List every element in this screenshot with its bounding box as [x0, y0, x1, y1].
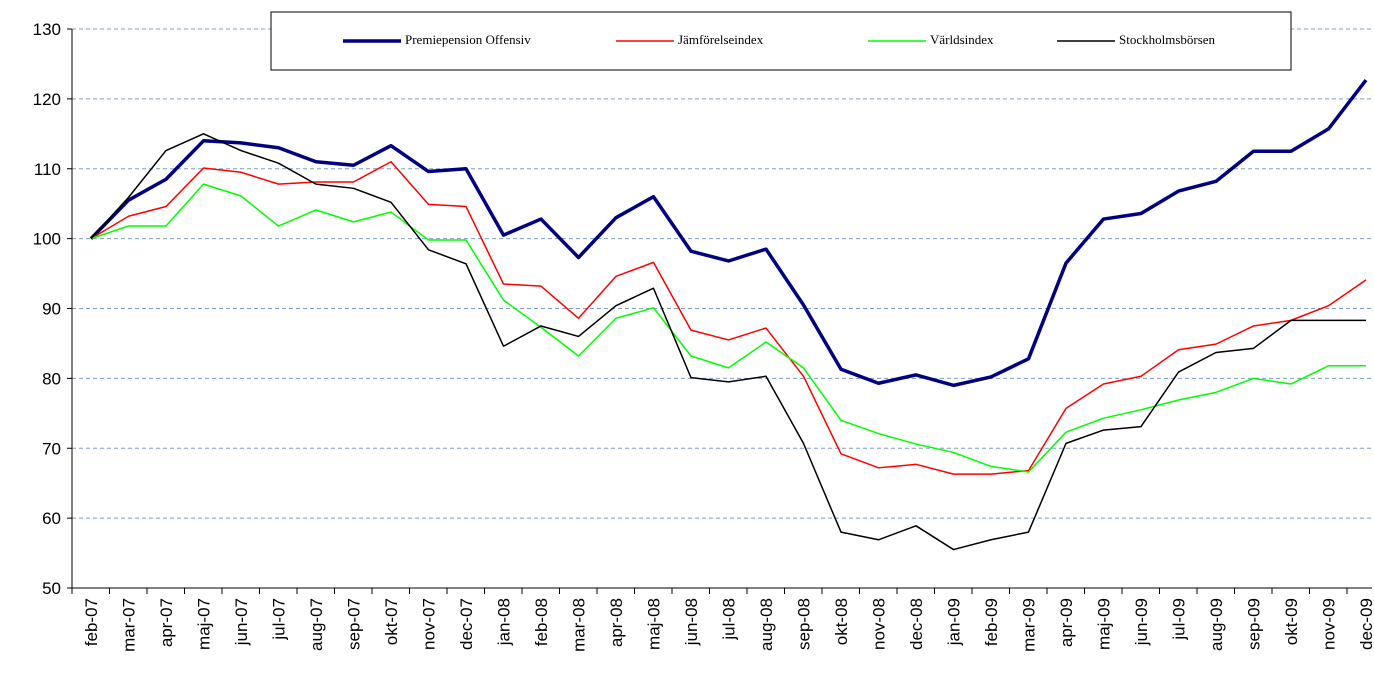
x-tick-label: nov-09 — [1320, 598, 1339, 650]
series-line — [90, 183, 1366, 473]
x-tick-label: aug-07 — [307, 598, 326, 651]
legend-label: Jämförelseindex — [678, 32, 764, 47]
x-tick-label: feb-08 — [532, 598, 551, 646]
x-tick-label: dec-08 — [907, 598, 926, 650]
series-line — [89, 78, 1368, 388]
x-tick-label: maj-07 — [195, 598, 214, 650]
y-tick-label: 60 — [42, 509, 61, 528]
x-tick-label: sep-08 — [795, 598, 814, 650]
x-tick-label: aug-09 — [1207, 598, 1226, 651]
x-tick-label: okt-09 — [1282, 598, 1301, 645]
y-tick-label: 100 — [33, 230, 61, 249]
x-tick-label: dec-09 — [1357, 598, 1374, 650]
x-tick-label: mar-08 — [570, 598, 589, 652]
x-tick-label: feb-09 — [982, 598, 1001, 646]
legend-label: Stockholmsbörsen — [1119, 32, 1216, 47]
legend-box — [270, 11, 1292, 71]
legend-label: Premiepension Offensiv — [405, 32, 531, 47]
y-tick-label: 90 — [42, 300, 61, 319]
legend-label: Världsindex — [930, 32, 994, 47]
x-tick-label: apr-07 — [157, 598, 176, 647]
x-tick-label: jun-09 — [1132, 598, 1151, 646]
series-line — [90, 133, 1366, 551]
x-tick-label: nov-08 — [870, 598, 889, 650]
x-tick-label: jun-08 — [682, 598, 701, 646]
y-tick-label: 110 — [34, 160, 61, 179]
x-tick-label: maj-09 — [1095, 598, 1114, 650]
x-tick-label: aug-08 — [757, 598, 776, 651]
x-tick-label: jul-09 — [1170, 598, 1189, 641]
y-tick-label: 120 — [33, 90, 61, 109]
x-tick-label: okt-08 — [832, 598, 851, 645]
x-tick-label: mar-07 — [120, 598, 139, 652]
x-tick-label: dec-07 — [457, 598, 476, 650]
x-tick-label: apr-09 — [1057, 598, 1076, 647]
x-tick-label: jun-07 — [232, 598, 251, 646]
x-tick-label: maj-08 — [645, 598, 664, 650]
x-tick-label: okt-07 — [382, 598, 401, 645]
x-tick-label: jan-09 — [945, 598, 964, 646]
x-tick-label: nov-07 — [420, 598, 439, 650]
y-tick-label: 80 — [42, 369, 61, 388]
y-tick-label: 130 — [33, 20, 61, 39]
series-line — [90, 161, 1367, 475]
x-tick-label: feb-07 — [82, 598, 101, 646]
x-tick-label: jul-08 — [720, 598, 739, 641]
x-tick-label: sep-09 — [1245, 598, 1264, 650]
y-tick-label: 70 — [42, 439, 61, 458]
x-tick-label: jan-08 — [495, 598, 514, 646]
x-tick-label: apr-08 — [607, 598, 626, 647]
x-tick-label: jul-07 — [270, 598, 289, 641]
y-tick-label: 50 — [42, 579, 61, 598]
x-tick-label: sep-07 — [345, 598, 364, 650]
x-tick-label: mar-09 — [1020, 598, 1039, 652]
